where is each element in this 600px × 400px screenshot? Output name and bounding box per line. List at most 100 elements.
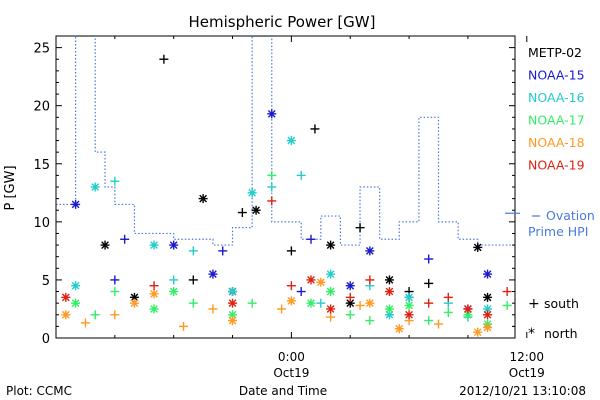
data-point-noaa-18 [326, 312, 336, 322]
data-point-noaa-18 [591, 320, 600, 329]
data-point-noaa-15 [208, 269, 218, 279]
data-point-metp-02 [424, 278, 434, 288]
y-tick-label: 20 [33, 100, 50, 115]
data-point-noaa-17 [345, 310, 355, 320]
x-axis-label: Date and Time [239, 384, 327, 398]
data-point-metp-02 [581, 308, 590, 317]
data-point-noaa-16 [326, 269, 336, 279]
x-tick-label-date: Oct19 [273, 366, 309, 380]
data-point-metp-02 [286, 246, 296, 256]
data-point-noaa-19 [306, 275, 316, 285]
data-point-metp-02 [473, 242, 483, 252]
scatter-points [61, 54, 600, 337]
data-point-metp-02 [129, 292, 139, 302]
data-point-noaa-17 [404, 300, 414, 310]
data-point-noaa-16 [90, 182, 100, 192]
data-point-noaa-16 [267, 182, 277, 192]
data-point-noaa-19 [463, 304, 473, 314]
legend-entry: NOAA-16 [528, 90, 585, 105]
data-point-metp-02 [198, 194, 208, 204]
data-point-noaa-17 [502, 300, 512, 310]
data-point-noaa-17 [581, 293, 590, 302]
data-point-metp-02 [188, 275, 198, 285]
y-tick-label: 0 [42, 332, 50, 347]
data-point-metp-02 [251, 205, 261, 215]
data-point-noaa-15 [581, 310, 590, 319]
data-point-noaa-18 [228, 316, 238, 326]
plot-frame [55, 35, 516, 339]
legend-entry: NOAA-18 [528, 135, 585, 150]
data-point-metp-02 [237, 208, 247, 218]
data-point-noaa-18 [365, 298, 375, 308]
data-point-noaa-16 [404, 292, 414, 302]
data-point-noaa-18 [208, 304, 218, 314]
data-point-noaa-18 [434, 319, 443, 329]
data-point-noaa-16 [149, 240, 159, 250]
data-point-noaa-19 [149, 281, 159, 291]
data-point-noaa-18 [562, 316, 571, 325]
symbol-key-marker: + [528, 296, 540, 312]
data-point-noaa-16 [188, 246, 198, 256]
data-point-noaa-15 [120, 234, 130, 244]
data-point-noaa-15 [110, 275, 120, 285]
data-point-metp-02 [355, 223, 365, 233]
data-point-noaa-19 [286, 281, 296, 291]
data-point-noaa-19 [424, 298, 434, 308]
data-point-noaa-17 [71, 298, 81, 308]
data-point-noaa-18 [286, 296, 296, 306]
data-point-noaa-18 [394, 324, 404, 334]
legend-ovation-label-line2: Prime HPI [528, 224, 588, 239]
data-point-noaa-19 [365, 275, 375, 285]
data-point-noaa-18 [473, 327, 483, 337]
data-point-noaa-15 [218, 246, 228, 256]
footer-timestamp: 2012/10/21 13:10:08 [459, 384, 586, 398]
data-point-noaa-18 [80, 318, 90, 328]
footer-credit: Plot: CCMC [6, 384, 72, 398]
x-axis: 0:00Oct1912:00Oct190:00Oct2012:00Oct200:… [114, 36, 545, 380]
data-point-noaa-16 [581, 304, 590, 313]
chart-title: Hemispheric Power [GW] [189, 13, 376, 31]
data-point-metp-02 [522, 287, 531, 296]
data-point-metp-02 [100, 240, 110, 250]
data-point-noaa-17 [169, 287, 179, 297]
data-point-noaa-16 [247, 188, 257, 198]
x-tick-label-date: Oct19 [509, 366, 545, 380]
data-point-noaa-18 [316, 277, 326, 287]
data-point-noaa-17 [384, 304, 394, 314]
x-tick-label-time: 0:00 [278, 350, 305, 364]
data-point-noaa-17 [365, 316, 375, 326]
data-point-noaa-19 [443, 292, 453, 302]
data-point-metp-02 [326, 240, 336, 250]
data-point-noaa-17 [326, 287, 336, 297]
data-point-noaa-19 [483, 310, 493, 320]
data-point-noaa-16 [71, 281, 81, 291]
data-point-noaa-15 [424, 254, 434, 264]
legend-ovation-label-line1: Ovation [546, 208, 595, 223]
y-tick-label: 5 [42, 274, 50, 289]
symbol-key-label: south [544, 296, 579, 311]
data-point-noaa-16 [228, 287, 238, 297]
symbol-key-label: north [544, 326, 578, 341]
data-point-noaa-18 [277, 304, 287, 314]
data-point-noaa-16 [522, 316, 531, 325]
data-point-noaa-17 [306, 298, 316, 308]
data-point-noaa-16 [542, 310, 551, 319]
data-point-noaa-19 [326, 304, 336, 314]
data-point-noaa-17 [110, 287, 120, 297]
data-point-noaa-17 [149, 304, 159, 314]
data-point-noaa-19 [404, 310, 414, 320]
data-point-noaa-18 [179, 321, 188, 331]
y-axis-label: P [GW] [3, 165, 18, 210]
data-point-noaa-15 [296, 287, 306, 297]
data-point-noaa-15 [306, 234, 316, 244]
data-point-noaa-15 [267, 109, 277, 119]
y-tick-label: 10 [33, 216, 50, 231]
data-point-noaa-15 [169, 240, 179, 250]
data-point-noaa-17 [247, 298, 257, 308]
data-point-noaa-17 [90, 310, 100, 320]
data-point-noaa-18 [483, 323, 493, 333]
data-point-noaa-18 [149, 289, 159, 299]
symbol-key-marker: * [528, 326, 535, 342]
data-point-noaa-17 [267, 170, 277, 180]
